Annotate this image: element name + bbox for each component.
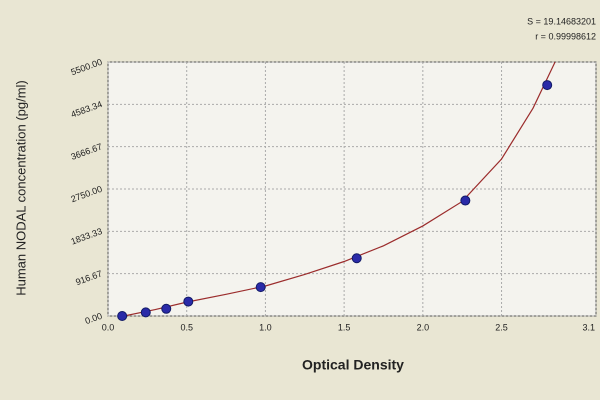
- x-tick-label: 3.1: [582, 322, 595, 332]
- x-tick-label: 2.5: [495, 322, 508, 332]
- data-point: [542, 80, 553, 91]
- data-point: [161, 303, 172, 314]
- y-axis-label: Human NODAL concentration (pg/ml): [13, 80, 28, 296]
- x-tick-label: 1.5: [338, 322, 351, 332]
- data-point: [140, 307, 151, 318]
- data-point: [460, 195, 471, 206]
- x-tick-label: 1.0: [259, 322, 272, 332]
- x-axis-label: Optical Density: [302, 357, 404, 373]
- x-tick-label: 0.0: [102, 322, 115, 332]
- data-point: [255, 282, 266, 293]
- data-point: [117, 311, 128, 321]
- x-tick-label: 2.0: [417, 322, 430, 332]
- data-point: [351, 253, 362, 264]
- x-tick-label: 0.5: [180, 322, 193, 332]
- annotation: r = 0.99998612: [535, 31, 596, 41]
- annotation: S = 19.14683201: [527, 16, 596, 26]
- data-point: [183, 296, 194, 307]
